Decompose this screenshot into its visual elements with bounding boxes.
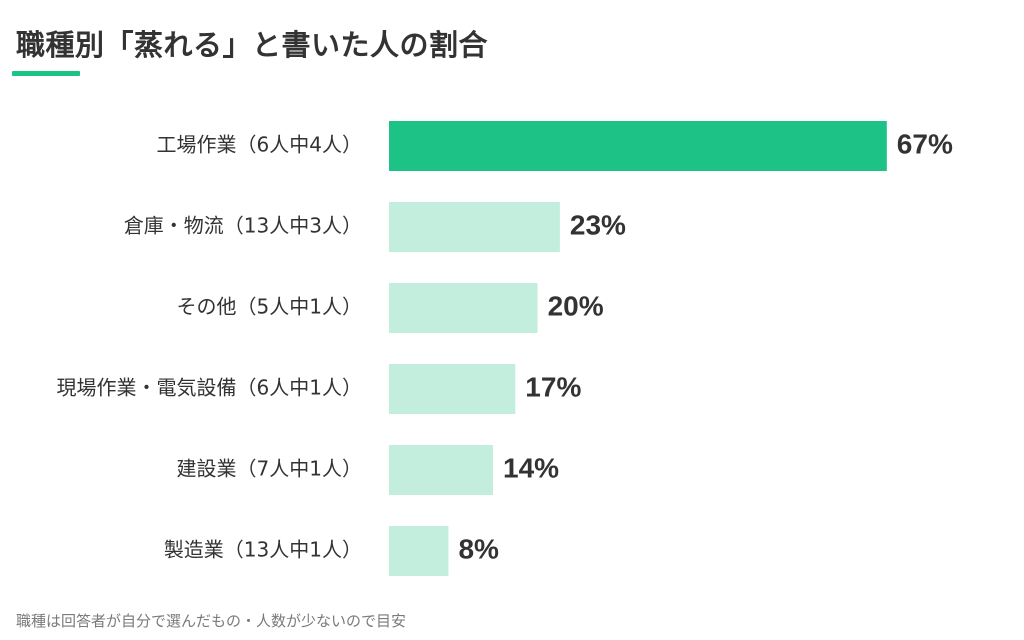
category-label: その他（5人中1人） xyxy=(177,295,362,319)
value-label: 20% xyxy=(548,290,604,321)
bar xyxy=(389,526,449,576)
value-label: 67% xyxy=(897,128,953,159)
bar xyxy=(389,121,887,171)
value-label: 8% xyxy=(458,533,499,564)
category-label: 製造業（13人中1人） xyxy=(164,538,362,562)
value-label: 14% xyxy=(503,452,559,483)
bar xyxy=(389,283,538,333)
category-label: 建設業（7人中1人） xyxy=(177,457,362,481)
bar xyxy=(389,445,494,495)
value-label: 23% xyxy=(570,209,626,240)
category-label: 工場作業（6人中4人） xyxy=(157,133,362,157)
chart-title: 職種別「蒸れる」と書いた人の割合 xyxy=(16,28,489,62)
category-label: 現場作業・電気設備（6人中1人） xyxy=(57,376,362,400)
footnote: 職種は回答者が自分で選んだもの・人数が少ないので目安 xyxy=(16,612,407,630)
value-label: 17% xyxy=(525,371,581,402)
bar xyxy=(389,202,560,252)
bar-chart: 工場作業（6人中4人） 67% 倉庫・物流（13人中3人） 23% その他（5人中1人）… xyxy=(57,121,953,576)
category-label: 倉庫・物流（13人中3人） xyxy=(124,214,362,238)
bar xyxy=(389,364,516,414)
title-underline xyxy=(12,71,80,76)
